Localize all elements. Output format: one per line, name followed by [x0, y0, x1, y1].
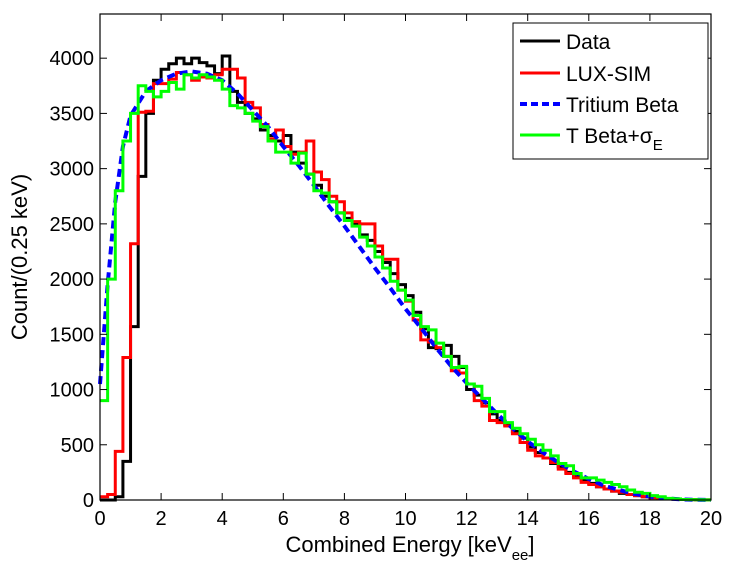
legend-label-lux-sim: LUX-SIM	[566, 63, 651, 86]
y-tick-label: 3000	[50, 159, 95, 181]
x-tick-label: 12	[455, 508, 477, 530]
x-tick-label: 6	[278, 508, 289, 530]
x-tick-label: 2	[156, 508, 167, 530]
legend-label-data: Data	[566, 31, 611, 54]
x-tick-label: 10	[394, 508, 416, 530]
y-tick-label: 1500	[50, 324, 95, 346]
legend-label-t-beta-sigma-sub: E	[653, 137, 663, 154]
y-tick-label: 0	[83, 490, 94, 512]
y-tick-label: 3500	[50, 103, 95, 125]
y-tick-label: 2500	[50, 214, 95, 236]
y-tick-label: 1000	[50, 380, 95, 402]
series-layer	[98, 54, 712, 502]
x-tick-label: 16	[578, 508, 600, 530]
legend-label-t-beta-sigma-main: T Beta+σ	[566, 125, 653, 148]
series-line-t-beta-e	[100, 73, 711, 502]
x-tick-label: 18	[639, 508, 661, 530]
y-tick-label: 500	[61, 435, 94, 457]
x-axis-label-main: Combined Energy [keV	[285, 532, 512, 557]
x-tick-label: 20	[700, 508, 722, 530]
legend-label-tritium-beta: Tritium Beta	[566, 94, 679, 117]
x-tick-label: 4	[217, 508, 228, 530]
x-axis-label-sub: ee	[512, 547, 529, 564]
x-tick-label: 8	[339, 508, 350, 530]
x-axis-label: Combined Energy [keVee]	[285, 532, 534, 564]
x-tick-label: 14	[517, 508, 539, 530]
legend-label-t-beta-sigma: T Beta+σE	[566, 125, 663, 154]
y-axis-label: Count/(0.25 keV)	[7, 174, 32, 340]
legend: Data LUX-SIM Tritium Beta T Beta+σE	[512, 22, 709, 160]
y-tick-label: 4000	[50, 48, 95, 70]
y-tick-label: 2000	[50, 269, 95, 291]
x-tick-label: 0	[94, 508, 105, 530]
tick-labels-layer: 0 2 4 6 8 10 12 14 16 18 20 0 500 1000 1500 2000 2500 300…	[50, 48, 723, 530]
x-axis-label-end: ]	[528, 532, 534, 557]
